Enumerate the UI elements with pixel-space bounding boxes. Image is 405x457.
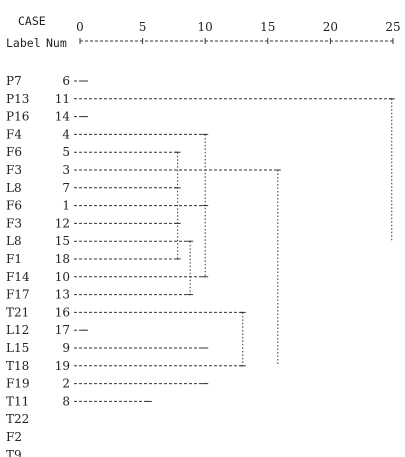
case-label: F4 bbox=[6, 127, 22, 141]
case-label: T21 bbox=[6, 305, 29, 319]
case-label: F2 bbox=[6, 430, 22, 444]
case-rows: P7 6 P13 11 P16 14 F4 4 F6 5 F3 3 L8 7 F6 1 F3 12 L8 15 F1 18… bbox=[6, 74, 395, 457]
tick-label: 10 bbox=[198, 20, 213, 34]
case-label: T18 bbox=[6, 359, 29, 373]
tick-label: 15 bbox=[260, 20, 275, 34]
header-num-column: Num bbox=[46, 36, 67, 50]
scale-axis: 0 5 10 15 20 25 bbox=[76, 20, 401, 44]
case-label: P13 bbox=[6, 92, 29, 106]
case-label: F17 bbox=[6, 288, 30, 302]
tick-label: 20 bbox=[323, 20, 338, 34]
tick-label: 25 bbox=[385, 20, 400, 34]
case-label: T11 bbox=[6, 394, 29, 408]
case-label: T9 bbox=[6, 448, 22, 457]
case-number: 17 bbox=[55, 323, 70, 337]
header-label-column: Label bbox=[6, 36, 41, 50]
case-number: 19 bbox=[55, 359, 70, 373]
case-label: F6 bbox=[6, 199, 22, 213]
tick-label: 5 bbox=[139, 20, 147, 34]
case-number: 16 bbox=[55, 305, 70, 319]
case-number: 9 bbox=[62, 341, 70, 355]
case-number: 8 bbox=[62, 394, 70, 408]
case-number: 15 bbox=[55, 234, 70, 248]
case-label: F3 bbox=[6, 216, 22, 230]
case-label: F6 bbox=[6, 145, 22, 159]
case-label: F1 bbox=[6, 252, 22, 266]
case-label: L8 bbox=[6, 234, 22, 248]
case-number: 18 bbox=[55, 252, 70, 266]
case-number: 11 bbox=[55, 92, 70, 106]
dendrogram-links bbox=[177, 98, 393, 366]
header-case-label: CASE bbox=[18, 14, 46, 28]
case-label: L8 bbox=[6, 181, 22, 195]
case-number: 7 bbox=[62, 181, 70, 195]
case-label: F3 bbox=[6, 163, 22, 177]
case-label: T22 bbox=[6, 412, 29, 426]
case-number: 3 bbox=[62, 163, 70, 177]
case-number: 4 bbox=[62, 127, 70, 141]
case-number: 10 bbox=[55, 270, 70, 284]
case-label: F14 bbox=[6, 270, 30, 284]
case-number: 2 bbox=[62, 377, 70, 391]
case-number: 13 bbox=[55, 288, 70, 302]
case-number: 6 bbox=[62, 74, 70, 88]
case-label: P7 bbox=[6, 74, 22, 88]
case-label: F19 bbox=[6, 377, 30, 391]
case-number: 1 bbox=[62, 199, 70, 213]
case-number: 5 bbox=[62, 145, 70, 159]
case-number: 12 bbox=[55, 216, 70, 230]
case-label: L12 bbox=[6, 323, 29, 337]
case-number: 14 bbox=[55, 110, 71, 124]
case-label: L15 bbox=[6, 341, 29, 355]
case-label: P16 bbox=[6, 110, 29, 124]
tick-label: 0 bbox=[76, 20, 84, 34]
